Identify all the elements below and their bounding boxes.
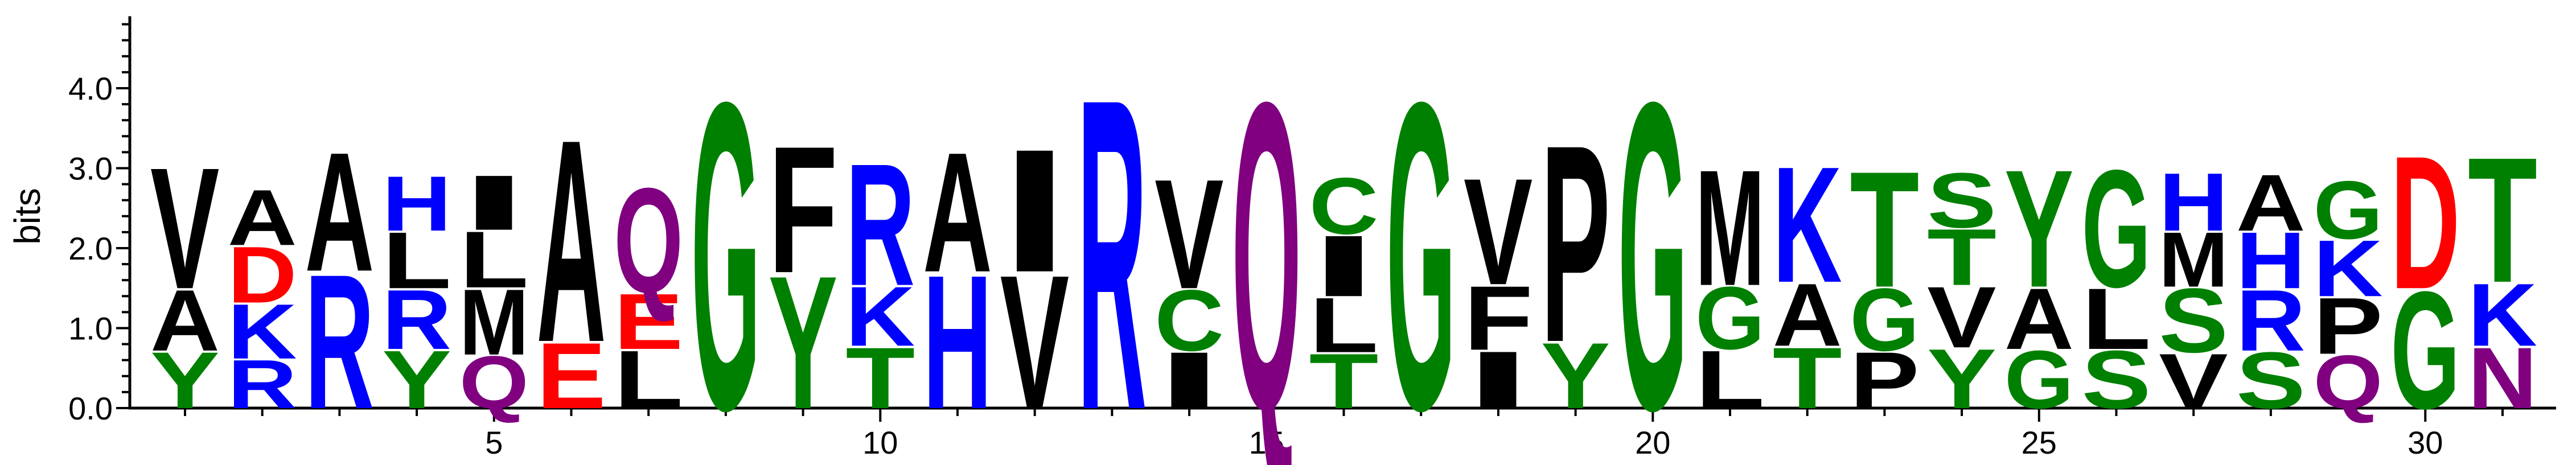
logo-letter-g: G [1850, 270, 1919, 370]
logo-letter-l: L [1309, 282, 1379, 369]
x-tick-label: 30 [2407, 425, 2443, 460]
logo-letter-n: N [2468, 330, 2537, 427]
logo-letter-g: G [691, 11, 761, 465]
y-tick-label: 2.0 [68, 231, 113, 266]
logo-letter-p: P [2314, 281, 2383, 371]
logo-letter-l: L [382, 215, 451, 305]
logo-letter-a: A [150, 272, 220, 369]
logo-letter-k: K [845, 269, 915, 364]
logo-letter-h: H [923, 236, 992, 449]
logo-letter-r: R [2236, 272, 2306, 369]
logo-letter-i: I [1155, 336, 1224, 426]
logo-letter-v: V [1464, 147, 1533, 317]
logo-letter-r: R [1077, 6, 1147, 465]
logo-letter-f: F [1464, 268, 1533, 369]
logo-letter-t: T [2468, 120, 2537, 320]
logo-letter-l: L [459, 215, 529, 304]
logo-letter-q: Q [1232, 11, 1301, 465]
logo-letter-c: C [1155, 272, 1224, 369]
logo-letter-s: S [2236, 335, 2306, 425]
x-tick-label: 5 [485, 425, 503, 460]
logo-letter-y: Y [1927, 332, 1996, 426]
logo-letter-y: Y [769, 237, 838, 449]
logo-letter-d: D [2390, 117, 2460, 329]
logo-letter-v: V [1155, 147, 1223, 322]
logo-letter-h: H [382, 160, 451, 247]
x-tick-label: 20 [1635, 425, 1670, 460]
logo-letter-h: H [2236, 215, 2306, 305]
logo-letter-k: K [2314, 223, 2383, 313]
logo-letter-e: E [537, 323, 606, 428]
logo-letter-i: I [459, 159, 529, 246]
logo-letter-r: R [845, 128, 915, 323]
logo-letter-i: I [1309, 217, 1379, 315]
logo-letter-g: G [2390, 257, 2460, 443]
logo-letter-s: S [2082, 334, 2151, 426]
logo-letter-y: Y [1541, 323, 1610, 428]
y-axis-label: bits [7, 188, 48, 245]
logo-letter-p: P [1541, 87, 1610, 401]
logo-letter-q: Q [2314, 339, 2383, 424]
logo-letter-m: M [1695, 135, 1765, 320]
logo-letter-y: Y [150, 335, 220, 425]
logo-letter-l: L [1695, 334, 1765, 426]
logo-letter-h: H [2159, 156, 2228, 248]
logo-letter-v: V [1000, 236, 1070, 449]
logo-letter-m: M [2159, 216, 2228, 304]
logo-letter-g: G [1386, 11, 1456, 465]
logo-letter-a: A [2004, 270, 2074, 368]
logo-letter-i: I [1464, 335, 1533, 426]
logo-letter-t: T [1309, 338, 1379, 425]
logo-letter-a: A [2236, 158, 2306, 248]
logo-letter-g: G [2004, 334, 2074, 426]
logo-letter-p: P [1850, 335, 1919, 425]
logo-letter-a: A [305, 118, 374, 307]
logo-letter-k: K [228, 288, 297, 375]
logo-letter-t: T [845, 329, 915, 426]
logo-letter-f: F [769, 109, 838, 311]
logo-letter-t: T [1850, 137, 1919, 322]
x-tick-label: 10 [862, 425, 898, 460]
logo-letter-l: L [2082, 270, 2151, 368]
logo-letter-s: S [1927, 157, 1996, 244]
logo-letter-g: G [1695, 269, 1765, 368]
logo-letter-k: K [1773, 133, 1842, 317]
logo-letter-q: Q [614, 157, 683, 324]
logo-letter-a: A [537, 80, 606, 403]
logo-letter-k: K [2468, 265, 2537, 365]
logo-letter-c: C [1309, 161, 1379, 251]
logo-letter-g: G [1618, 11, 1687, 465]
logo-letter-a: A [228, 173, 297, 262]
logo-letter-v: V [1927, 269, 1996, 366]
logo-letter-g: G [2314, 164, 2383, 256]
logo-letter-q: Q [459, 340, 529, 424]
logo-letter-v: V [2159, 338, 2228, 425]
logo-letter-r: R [228, 346, 297, 423]
logo-letter-d: D [228, 230, 297, 320]
axes: 0.0 1.0 2.0 3.0 4.0 5 10 15 20 25 30 [68, 16, 2556, 460]
logo-letter-t: T [1773, 329, 1842, 426]
logo-letter-g: G [2082, 135, 2151, 322]
logo-letter-m: M [459, 270, 529, 375]
logo-letter-s: S [2159, 269, 2228, 372]
x-tick-label: 15 [1249, 425, 1284, 460]
logo-letter-y: Y [382, 334, 451, 426]
y-tick-label: 4.0 [68, 71, 113, 106]
logo-letter-l: L [614, 334, 683, 426]
y-tick-label: 1.0 [68, 311, 113, 347]
x-tick-label: 25 [2022, 425, 2057, 460]
logo-letter-r: R [382, 272, 451, 367]
logo-letter-t: T [1927, 212, 1996, 302]
logo-letter-r: R [305, 234, 374, 449]
logo-letter-i: I [1000, 113, 1070, 309]
logo-letter-v: V [150, 132, 219, 326]
y-tick-label: 3.0 [68, 151, 113, 187]
logo-letter-y: Y [2004, 135, 2074, 322]
logo-letter-a: A [1773, 265, 1842, 365]
y-tick-label: 0.0 [68, 390, 113, 426]
logo-letter-e: E [614, 278, 683, 366]
logo-letter-a: A [923, 116, 992, 307]
